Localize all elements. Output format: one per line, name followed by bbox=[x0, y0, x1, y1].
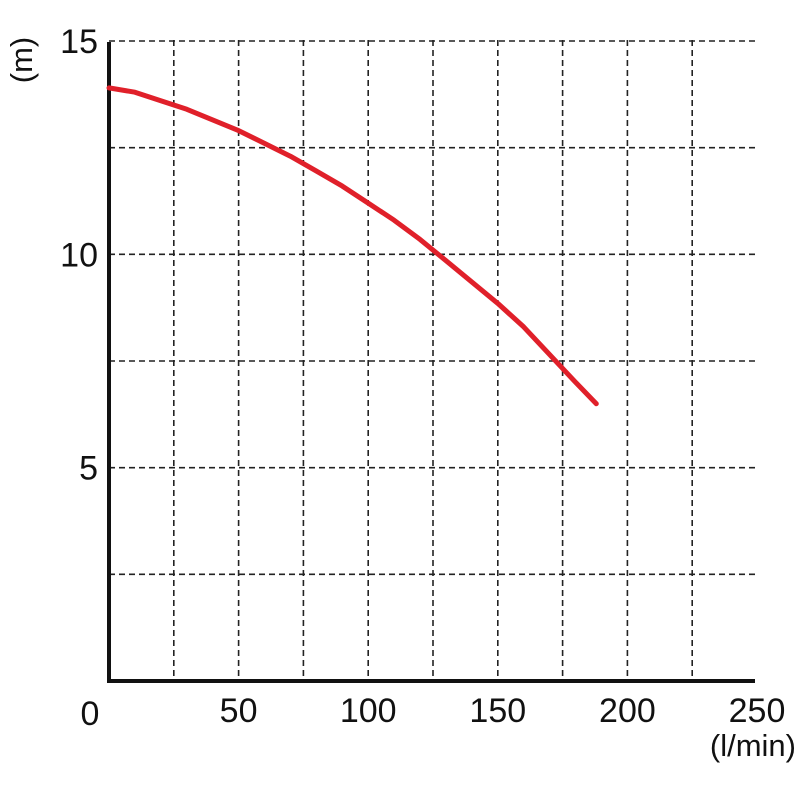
x-tick-label: 200 bbox=[599, 692, 656, 730]
x-tick-label: 0 bbox=[81, 695, 100, 733]
series-group bbox=[106, 85, 599, 407]
y-axis-unit: (m) bbox=[4, 37, 39, 83]
series-line bbox=[106, 85, 599, 407]
x-tick-label: 50 bbox=[220, 692, 258, 730]
y-tick-label: 15 bbox=[60, 23, 98, 61]
y-tick-label: 10 bbox=[60, 236, 98, 274]
grid-lines bbox=[109, 40, 757, 681]
axes bbox=[107, 42, 755, 683]
x-tick-label: 100 bbox=[340, 692, 397, 730]
x-axis-unit: (l/min) bbox=[710, 728, 796, 763]
tick-labels: 0 50 100 150 200 250 5 10 15 bbox=[60, 23, 785, 733]
y-tick-label: 5 bbox=[79, 450, 98, 488]
x-tick-label: 250 bbox=[729, 692, 786, 730]
x-tick-label: 150 bbox=[469, 692, 526, 730]
